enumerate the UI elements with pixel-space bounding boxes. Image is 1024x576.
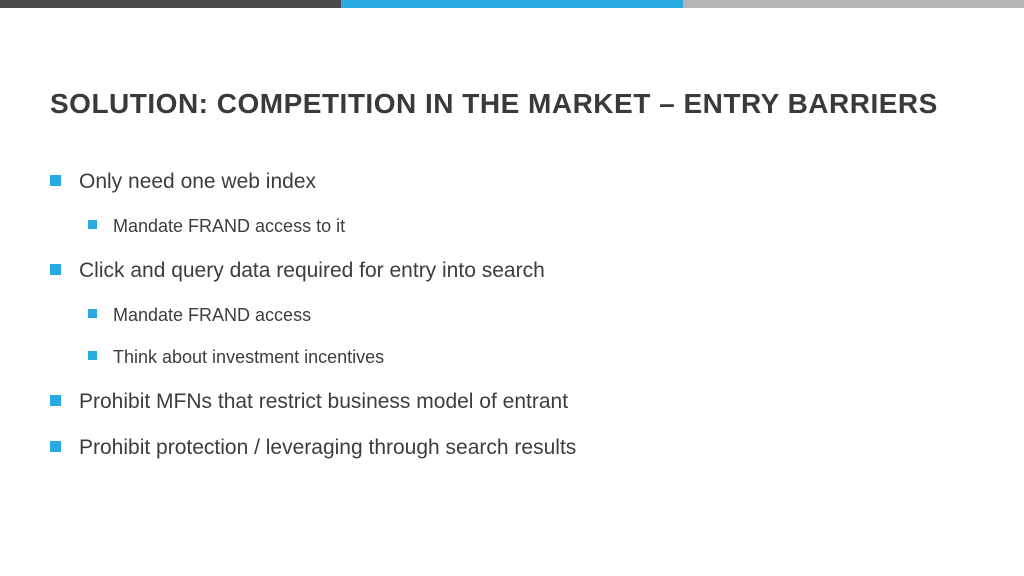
- top-bar-2: [341, 0, 682, 8]
- bullet-text: Prohibit MFNs that restrict business mod…: [79, 388, 568, 416]
- slide: SOLUTION: COMPETITION IN THE MARKET – EN…: [0, 0, 1024, 576]
- bullet-square-icon: [50, 175, 61, 186]
- bullet-square-icon: [50, 441, 61, 452]
- bullet-item: Click and query data required for entry …: [50, 257, 974, 285]
- sub-bullet-text: Mandate FRAND access: [113, 303, 311, 327]
- slide-title: SOLUTION: COMPETITION IN THE MARKET – EN…: [50, 88, 974, 120]
- sub-bullet-item: Mandate FRAND access to it: [88, 214, 974, 238]
- bullet-item: Only need one web index: [50, 168, 974, 196]
- sub-bullet-item: Think about investment incentives: [88, 345, 974, 369]
- sub-bullet-item: Mandate FRAND access: [88, 303, 974, 327]
- top-bar-3: [683, 0, 1024, 8]
- bullet-text: Only need one web index: [79, 168, 316, 196]
- bullet-square-icon: [88, 309, 97, 318]
- bullet-text: Click and query data required for entry …: [79, 257, 545, 285]
- bullet-list: Only need one web index Mandate FRAND ac…: [50, 168, 974, 462]
- bullet-item: Prohibit protection / leveraging through…: [50, 434, 974, 462]
- bullet-text: Prohibit protection / leveraging through…: [79, 434, 576, 462]
- sub-bullet-text: Think about investment incentives: [113, 345, 384, 369]
- bullet-square-icon: [50, 264, 61, 275]
- bullet-square-icon: [88, 351, 97, 360]
- top-bar-1: [0, 0, 341, 8]
- bullet-square-icon: [50, 395, 61, 406]
- bullet-square-icon: [88, 220, 97, 229]
- sub-bullet-text: Mandate FRAND access to it: [113, 214, 345, 238]
- content-area: SOLUTION: COMPETITION IN THE MARKET – EN…: [0, 8, 1024, 462]
- bullet-item: Prohibit MFNs that restrict business mod…: [50, 388, 974, 416]
- top-accent-bars: [0, 0, 1024, 8]
